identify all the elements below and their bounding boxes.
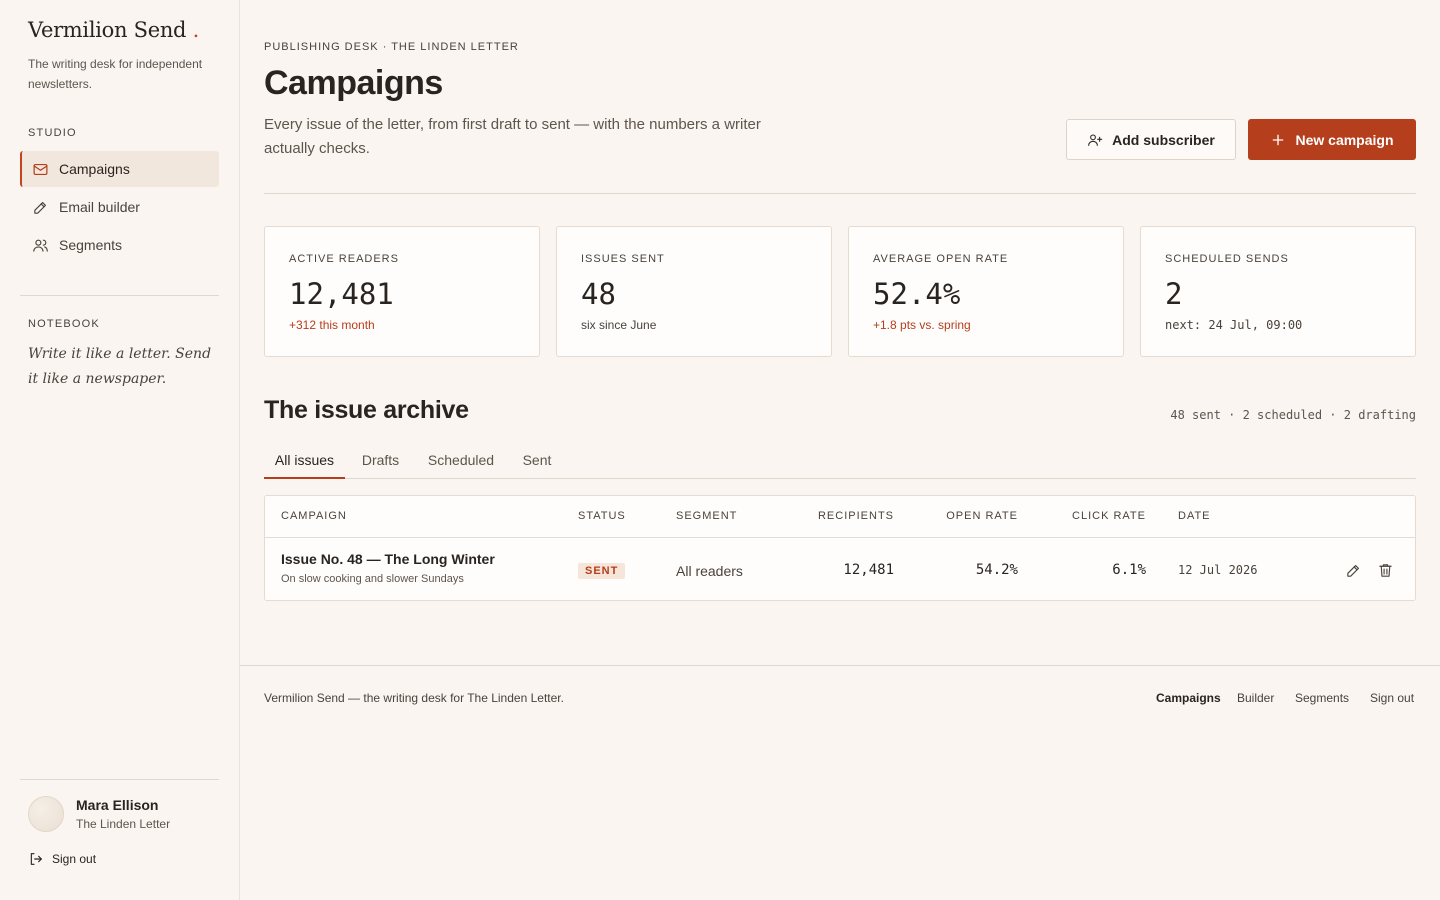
page-description: Every issue of the letter, from first dr… xyxy=(264,116,761,157)
tab-all-issues[interactable]: All issues xyxy=(264,444,345,479)
user-name: Mara Ellison xyxy=(76,797,159,813)
stat-label: AVERAGE OPEN RATE xyxy=(873,253,1009,265)
notebook-quote: Write it like a letter. Send it like a n… xyxy=(28,346,212,387)
campaign-name[interactable]: Issue No. 48 — The Long Winter xyxy=(281,551,495,567)
column-header-segment[interactable]: SEGMENT xyxy=(676,510,738,522)
footer-link-campaigns[interactable]: Campaigns xyxy=(1156,691,1221,705)
user-plus-icon xyxy=(1088,133,1103,146)
new-campaign-label: New campaign xyxy=(1295,131,1394,148)
users-icon xyxy=(33,239,48,252)
stat-label: SCHEDULED SENDS xyxy=(1165,253,1289,265)
column-header-date[interactable]: DATE xyxy=(1178,510,1211,522)
user-publication: The Linden Letter xyxy=(76,817,171,831)
stat-value: 48 xyxy=(581,277,616,311)
sidebar-item-campaigns[interactable]: Campaigns xyxy=(20,151,219,187)
stat-note: +1.8 pts vs. spring xyxy=(873,318,971,332)
column-header-campaign[interactable]: CAMPAIGN xyxy=(281,510,347,522)
recipients-cell: 12,481 xyxy=(843,562,894,578)
footer-link-sign-out[interactable]: Sign out xyxy=(1370,691,1415,705)
stat-label: ACTIVE READERS xyxy=(289,253,399,265)
table-header-divider xyxy=(265,537,1415,538)
stat-card-issues-sent: ISSUES SENT 48 six since June xyxy=(556,226,832,357)
stat-label: ISSUES SENT xyxy=(581,253,665,265)
tab-sent[interactable]: Sent xyxy=(522,452,552,468)
avatar[interactable] xyxy=(28,796,64,832)
add-subscriber-label: Add subscriber xyxy=(1112,131,1215,148)
pencil-icon xyxy=(1346,564,1359,577)
page-eyebrow: PUBLISHING DESK · THE LINDEN LETTER xyxy=(264,41,519,53)
delete-button[interactable] xyxy=(1375,560,1395,580)
tab-scheduled[interactable]: Scheduled xyxy=(427,452,495,468)
add-subscriber-button[interactable]: Add subscriber xyxy=(1066,119,1236,160)
new-campaign-button[interactable]: New campaign xyxy=(1248,119,1416,160)
studio-section-label: STUDIO xyxy=(28,127,77,139)
date-cell: 12 Jul 2026 xyxy=(1178,563,1258,577)
sidebar-divider xyxy=(20,295,219,296)
header-divider xyxy=(264,193,1416,194)
footer-link-segments[interactable]: Segments xyxy=(1295,691,1350,705)
column-header-click-rate[interactable]: CLICK RATE xyxy=(1072,510,1146,522)
footer-link-builder[interactable]: Builder xyxy=(1237,691,1275,705)
stat-card-active-readers: ACTIVE READERS 12,481 +312 this month xyxy=(264,226,540,357)
brand-dot: . xyxy=(192,18,200,42)
stat-card-scheduled-sends: SCHEDULED SENDS 2 next: 24 Jul, 09:00 xyxy=(1140,226,1416,357)
sidebar-divider xyxy=(20,779,219,780)
footer-divider xyxy=(240,665,1440,666)
sidebar-item-label: Campaigns xyxy=(59,161,130,177)
click-rate-cell: 6.1% xyxy=(1112,562,1146,578)
sidebar-item-label: Segments xyxy=(59,237,123,253)
open-rate-cell: 54.2% xyxy=(975,562,1018,578)
tab-drafts[interactable]: Drafts xyxy=(361,452,400,468)
sidebar: Vermilion Send . The writing desk for in… xyxy=(0,0,240,900)
stat-card-open-rate: AVERAGE OPEN RATE 52.4% +1.8 pts vs. spr… xyxy=(848,226,1124,357)
trash-icon xyxy=(1378,563,1392,577)
mail-icon xyxy=(33,163,48,175)
stat-note: next: 24 Jul, 09:00 xyxy=(1165,318,1303,332)
column-header-open-rate[interactable]: OPEN RATE xyxy=(946,510,1018,522)
stat-value: 12,481 xyxy=(289,277,394,311)
stat-value: 2 xyxy=(1165,277,1183,311)
campaign-table: CAMPAIGN STATUS SEGMENT RECIPIENTS OPEN … xyxy=(264,495,1416,601)
sidebar-item-email-builder[interactable]: Email builder xyxy=(20,189,219,225)
archive-summary: 48 sent · 2 scheduled · 2 drafting xyxy=(1170,408,1416,422)
footer-text: Vermilion Send — the writing desk for Th… xyxy=(264,691,564,705)
sidebar-item-label: Email builder xyxy=(59,199,140,215)
sidebar-item-segments[interactable]: Segments xyxy=(20,227,219,263)
sidebar-sign-out-button[interactable]: Sign out xyxy=(28,851,96,867)
stat-value: 52.4% xyxy=(873,277,961,311)
pen-icon xyxy=(34,201,47,214)
sign-out-icon xyxy=(30,853,42,865)
brand-tagline: The writing desk for independent newslet… xyxy=(28,57,203,91)
status-badge: SENT xyxy=(578,563,626,579)
campaign-subtitle: On slow cooking and slower Sundays xyxy=(281,573,464,585)
brand-logo[interactable]: Vermilion Send . xyxy=(28,18,199,42)
plus-icon xyxy=(1273,134,1284,145)
edit-button[interactable] xyxy=(1343,560,1363,580)
column-header-status[interactable]: STATUS xyxy=(578,510,626,522)
sign-out-label: Sign out xyxy=(52,852,97,866)
stat-note: six since June xyxy=(581,318,657,332)
stat-note: +312 this month xyxy=(289,318,375,332)
column-header-recipients[interactable]: RECIPIENTS xyxy=(817,510,894,522)
page-title: Campaigns xyxy=(264,64,443,102)
archive-tabs: All issues Drafts Scheduled Sent xyxy=(264,444,1416,479)
segment-cell: All readers xyxy=(676,563,743,579)
notebook-section-label: NOTEBOOK xyxy=(28,318,100,330)
archive-title: The issue archive xyxy=(264,396,469,424)
